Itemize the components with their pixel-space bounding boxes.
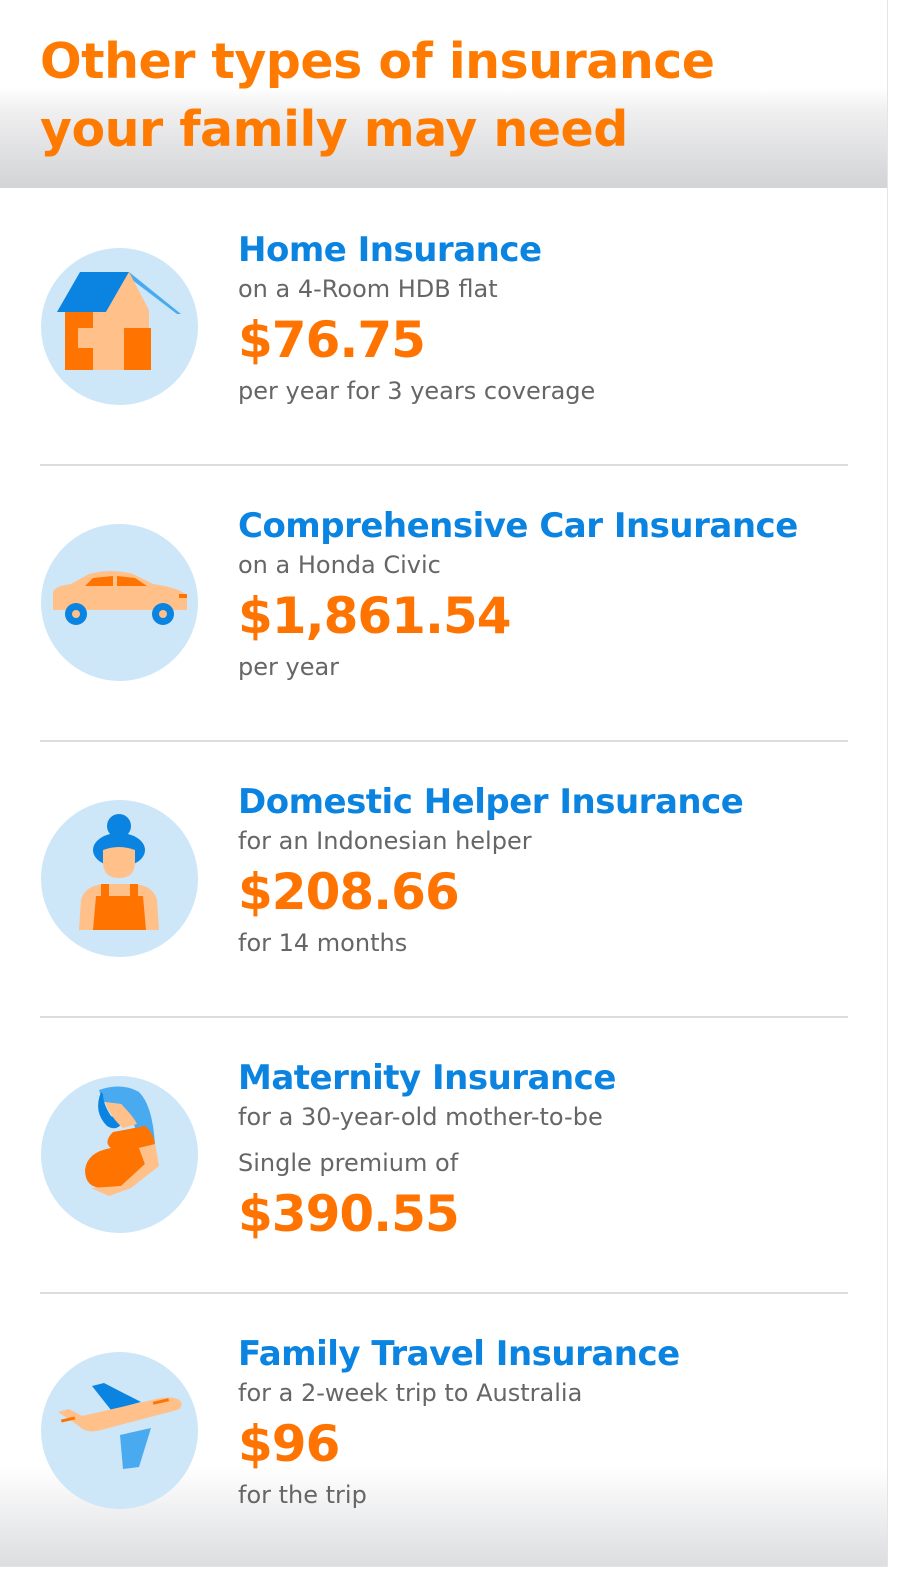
- item-subtitle: for a 30-year-old mother-to-be: [238, 1103, 603, 1131]
- page-title: Other types of insurance your family may…: [40, 28, 715, 164]
- infographic: Other types of insurance your family may…: [0, 0, 888, 1567]
- item-subtitle: on a Honda Civic: [238, 551, 441, 579]
- travel-insurance-section: Family Travel Insurance for a 2-week tri…: [0, 1292, 887, 1568]
- item-caption: for 14 months: [238, 929, 408, 957]
- header: Other types of insurance your family may…: [0, 0, 887, 188]
- house-icon: [41, 248, 198, 405]
- item-name: Family Travel Insurance: [238, 1334, 680, 1374]
- item-name: Domestic Helper Insurance: [238, 782, 744, 822]
- item-price: $1,861.54: [238, 587, 512, 645]
- divider: [40, 740, 848, 742]
- item-subtitle: for an Indonesian helper: [238, 827, 532, 855]
- helper-insurance-section: Domestic Helper Insurance for an Indones…: [0, 740, 887, 1016]
- item-caption: per year: [238, 653, 340, 681]
- item-price: $96: [238, 1415, 340, 1473]
- item-name: Maternity Insurance: [238, 1058, 616, 1098]
- item-text: Family Travel Insurance for a 2-week tri…: [238, 1332, 680, 1512]
- item-price: $208.66: [238, 863, 460, 921]
- car-icon: [41, 524, 198, 681]
- item-text: Maternity Insurance for a 30-year-old mo…: [238, 1056, 616, 1248]
- car-insurance-section: Comprehensive Car Insurance on a Honda C…: [0, 464, 887, 740]
- item-name: Home Insurance: [238, 230, 542, 270]
- divider: [40, 464, 848, 466]
- maternity-insurance-section: Maternity Insurance for a 30-year-old mo…: [0, 1016, 887, 1292]
- divider: [40, 1016, 848, 1018]
- title-line-1: Other types of insurance: [40, 33, 715, 90]
- divider: [40, 1292, 848, 1294]
- pregnant-woman-icon: [41, 1076, 198, 1233]
- item-text: Domestic Helper Insurance for an Indones…: [238, 780, 744, 960]
- item-price: $76.75: [238, 311, 426, 369]
- home-insurance-section: Home Insurance on a 4-Room HDB flat $76.…: [0, 188, 887, 464]
- item-name: Comprehensive Car Insurance: [238, 506, 798, 546]
- title-line-2: your family may need: [40, 101, 628, 158]
- item-subtitle: on a 4-Room HDB flat: [238, 275, 498, 303]
- helper-icon: [41, 800, 198, 957]
- item-price: $390.55: [238, 1185, 460, 1243]
- item-pre-price: Single premium of: [238, 1149, 459, 1177]
- item-caption: for the trip: [238, 1481, 367, 1509]
- item-caption: per year for 3 years coverage: [238, 377, 596, 405]
- airplane-icon: [41, 1352, 198, 1509]
- item-text: Comprehensive Car Insurance on a Honda C…: [238, 504, 798, 684]
- item-text: Home Insurance on a 4-Room HDB flat $76.…: [238, 228, 595, 408]
- item-subtitle: for a 2-week trip to Australia: [238, 1379, 583, 1407]
